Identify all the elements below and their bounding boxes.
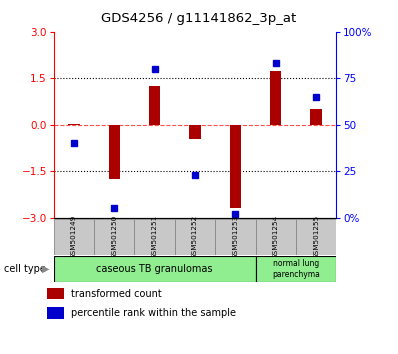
Text: normal lung
parenchyma: normal lung parenchyma — [272, 259, 320, 279]
Bar — [47, 307, 64, 319]
Text: caseous TB granulomas: caseous TB granulomas — [96, 264, 213, 274]
Bar — [54, 256, 256, 282]
Text: cell type: cell type — [4, 264, 46, 274]
Bar — [149, 86, 160, 125]
Bar — [256, 256, 336, 282]
Text: GDS4256 / g11141862_3p_at: GDS4256 / g11141862_3p_at — [101, 12, 297, 25]
Bar — [215, 219, 256, 255]
Text: GSM501251: GSM501251 — [152, 215, 158, 259]
Bar — [68, 124, 80, 125]
Text: GSM501252: GSM501252 — [192, 215, 198, 259]
Bar — [47, 288, 64, 299]
Bar — [270, 70, 281, 125]
Bar — [296, 219, 336, 255]
Bar — [135, 219, 175, 255]
Text: ▶: ▶ — [42, 264, 50, 274]
Text: GSM501250: GSM501250 — [111, 215, 117, 259]
Text: transformed count: transformed count — [71, 289, 162, 299]
Text: GSM501249: GSM501249 — [71, 215, 77, 259]
Bar — [175, 219, 215, 255]
Bar — [109, 125, 120, 179]
Text: GSM501254: GSM501254 — [273, 215, 279, 259]
Text: GSM501253: GSM501253 — [232, 215, 238, 259]
Bar — [256, 219, 296, 255]
Bar — [189, 125, 201, 139]
Bar — [54, 219, 94, 255]
Bar — [230, 125, 241, 209]
Text: percentile rank within the sample: percentile rank within the sample — [71, 308, 236, 318]
Text: GSM501255: GSM501255 — [313, 215, 319, 259]
Bar — [310, 109, 322, 125]
Bar — [94, 219, 135, 255]
